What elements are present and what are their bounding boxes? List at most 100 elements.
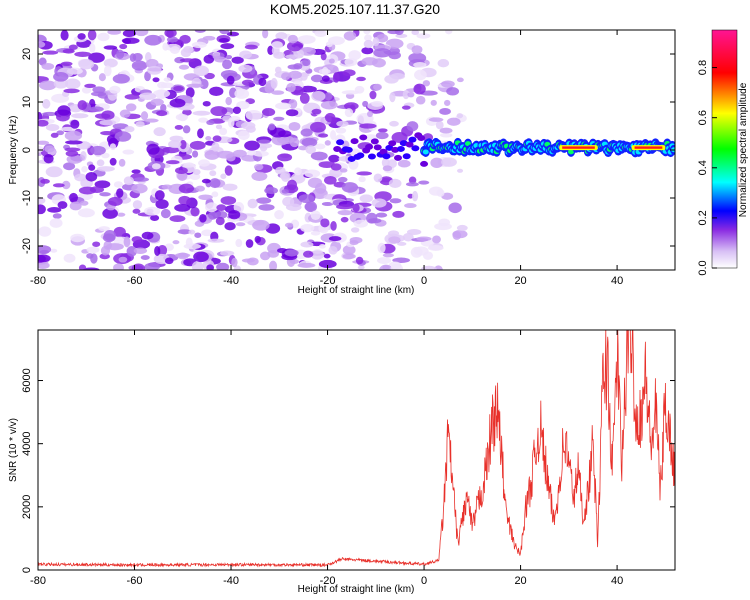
- noise-blob: [430, 99, 437, 106]
- noise-blob: [154, 245, 161, 257]
- noise-blob: [344, 108, 354, 118]
- noise-blob: [408, 176, 417, 184]
- noise-blob: [150, 214, 160, 222]
- noise-blob: [302, 58, 311, 67]
- noise-blob: [47, 206, 62, 213]
- noise-blob: [85, 171, 98, 182]
- noise-blob: [262, 30, 269, 39]
- noise-blob: [314, 30, 327, 38]
- noise-blob: [84, 83, 96, 89]
- spectrogram-ytick-label: -20: [21, 238, 33, 254]
- noise-blob: [38, 254, 51, 263]
- noise-blob: [198, 117, 209, 123]
- noise-blob: [288, 70, 302, 79]
- noise-blob: [396, 241, 407, 246]
- noise-blob: [255, 197, 272, 204]
- noise-blob: [456, 113, 464, 119]
- spectrogram-xtick-label: -60: [127, 275, 143, 287]
- noise-blob: [179, 34, 191, 44]
- noise-blob: [195, 185, 205, 192]
- noise-blob: [269, 260, 278, 270]
- noise-blob: [235, 222, 246, 227]
- signal-core-blob: [568, 149, 575, 155]
- noise-blob: [123, 236, 131, 248]
- chart-title: KOM5.2025.107.11.37.G20: [270, 1, 440, 17]
- noise-blob: [52, 213, 62, 219]
- noise-blob: [377, 242, 386, 254]
- noise-blob: [371, 198, 387, 208]
- noise-blob: [194, 232, 202, 238]
- noise-blob: [251, 171, 268, 181]
- noise-blob: [359, 194, 373, 203]
- noise-blob: [303, 250, 314, 258]
- noise-blob: [231, 56, 244, 64]
- noise-blob: [157, 81, 167, 89]
- noise-blob: [193, 65, 209, 77]
- noise-blob: [172, 240, 180, 245]
- spectrogram-ytick-label: 0: [21, 147, 33, 153]
- noise-blob: [375, 131, 389, 140]
- noise-blob: [68, 44, 78, 50]
- colorbar-ticks: 0.0 0.2 0.4 0.6 0.8: [697, 60, 717, 276]
- noise-blob: [98, 226, 110, 232]
- signal-blob: [394, 154, 403, 161]
- noise-blob: [71, 113, 89, 119]
- noise-blob: [311, 90, 326, 102]
- noise-blob: [413, 83, 426, 95]
- noise-blob: [116, 49, 125, 59]
- noise-blob: [286, 41, 303, 52]
- noise-blob: [428, 117, 444, 122]
- noise-blob: [318, 259, 337, 269]
- colorbar: 0.0 0.2 0.4 0.6 0.8 Normalized spectral ampl…: [697, 29, 749, 276]
- noise-blob: [63, 162, 76, 171]
- noise-blob: [324, 112, 336, 123]
- signal-blob: [344, 146, 353, 153]
- noise-blob: [348, 50, 361, 61]
- noise-blob: [285, 203, 302, 211]
- noise-blob: [38, 204, 46, 215]
- noise-blob: [88, 164, 96, 171]
- noise-blob: [372, 36, 380, 47]
- noise-blob: [52, 183, 65, 188]
- noise-blob: [201, 178, 211, 184]
- noise-blob: [240, 121, 256, 130]
- snr-xtick-label: 0: [421, 575, 427, 587]
- noise-blob: [153, 127, 166, 137]
- noise-blob: [132, 200, 143, 210]
- noise-blob: [297, 49, 305, 58]
- noise-blob: [411, 190, 419, 202]
- noise-blob: [430, 157, 444, 169]
- noise-blob: [320, 218, 330, 228]
- noise-blob: [174, 167, 188, 174]
- noise-blob: [197, 128, 204, 139]
- noise-blob: [437, 59, 450, 68]
- noise-blob: [310, 230, 321, 236]
- noise-blob: [78, 264, 87, 270]
- snr-xtick-label: -60: [127, 575, 143, 587]
- noise-blob: [206, 264, 215, 270]
- noise-blob: [388, 178, 402, 188]
- noise-blob: [70, 233, 85, 243]
- colorbar-tick-label: 0.4: [697, 160, 709, 175]
- noise-blob: [38, 245, 52, 254]
- noise-blob: [123, 176, 135, 186]
- noise-blob: [69, 201, 82, 211]
- noise-blob: [382, 253, 395, 258]
- noise-blob: [321, 201, 334, 206]
- noise-blob: [119, 43, 128, 50]
- noise-blob: [163, 77, 171, 82]
- noise-blob: [220, 43, 235, 50]
- noise-blob: [237, 130, 250, 141]
- noise-blob: [219, 30, 230, 35]
- snr-ytick-label: 2000: [21, 495, 33, 519]
- noise-blob: [78, 58, 95, 70]
- noise-blob: [134, 30, 149, 37]
- noise-blob: [173, 85, 184, 92]
- noise-blob: [411, 45, 423, 55]
- noise-blob: [204, 72, 215, 80]
- noise-blob: [114, 131, 132, 142]
- noise-blob: [278, 130, 292, 138]
- noise-blob: [88, 52, 105, 63]
- noise-blob: [293, 63, 303, 70]
- noise-blob: [416, 236, 432, 242]
